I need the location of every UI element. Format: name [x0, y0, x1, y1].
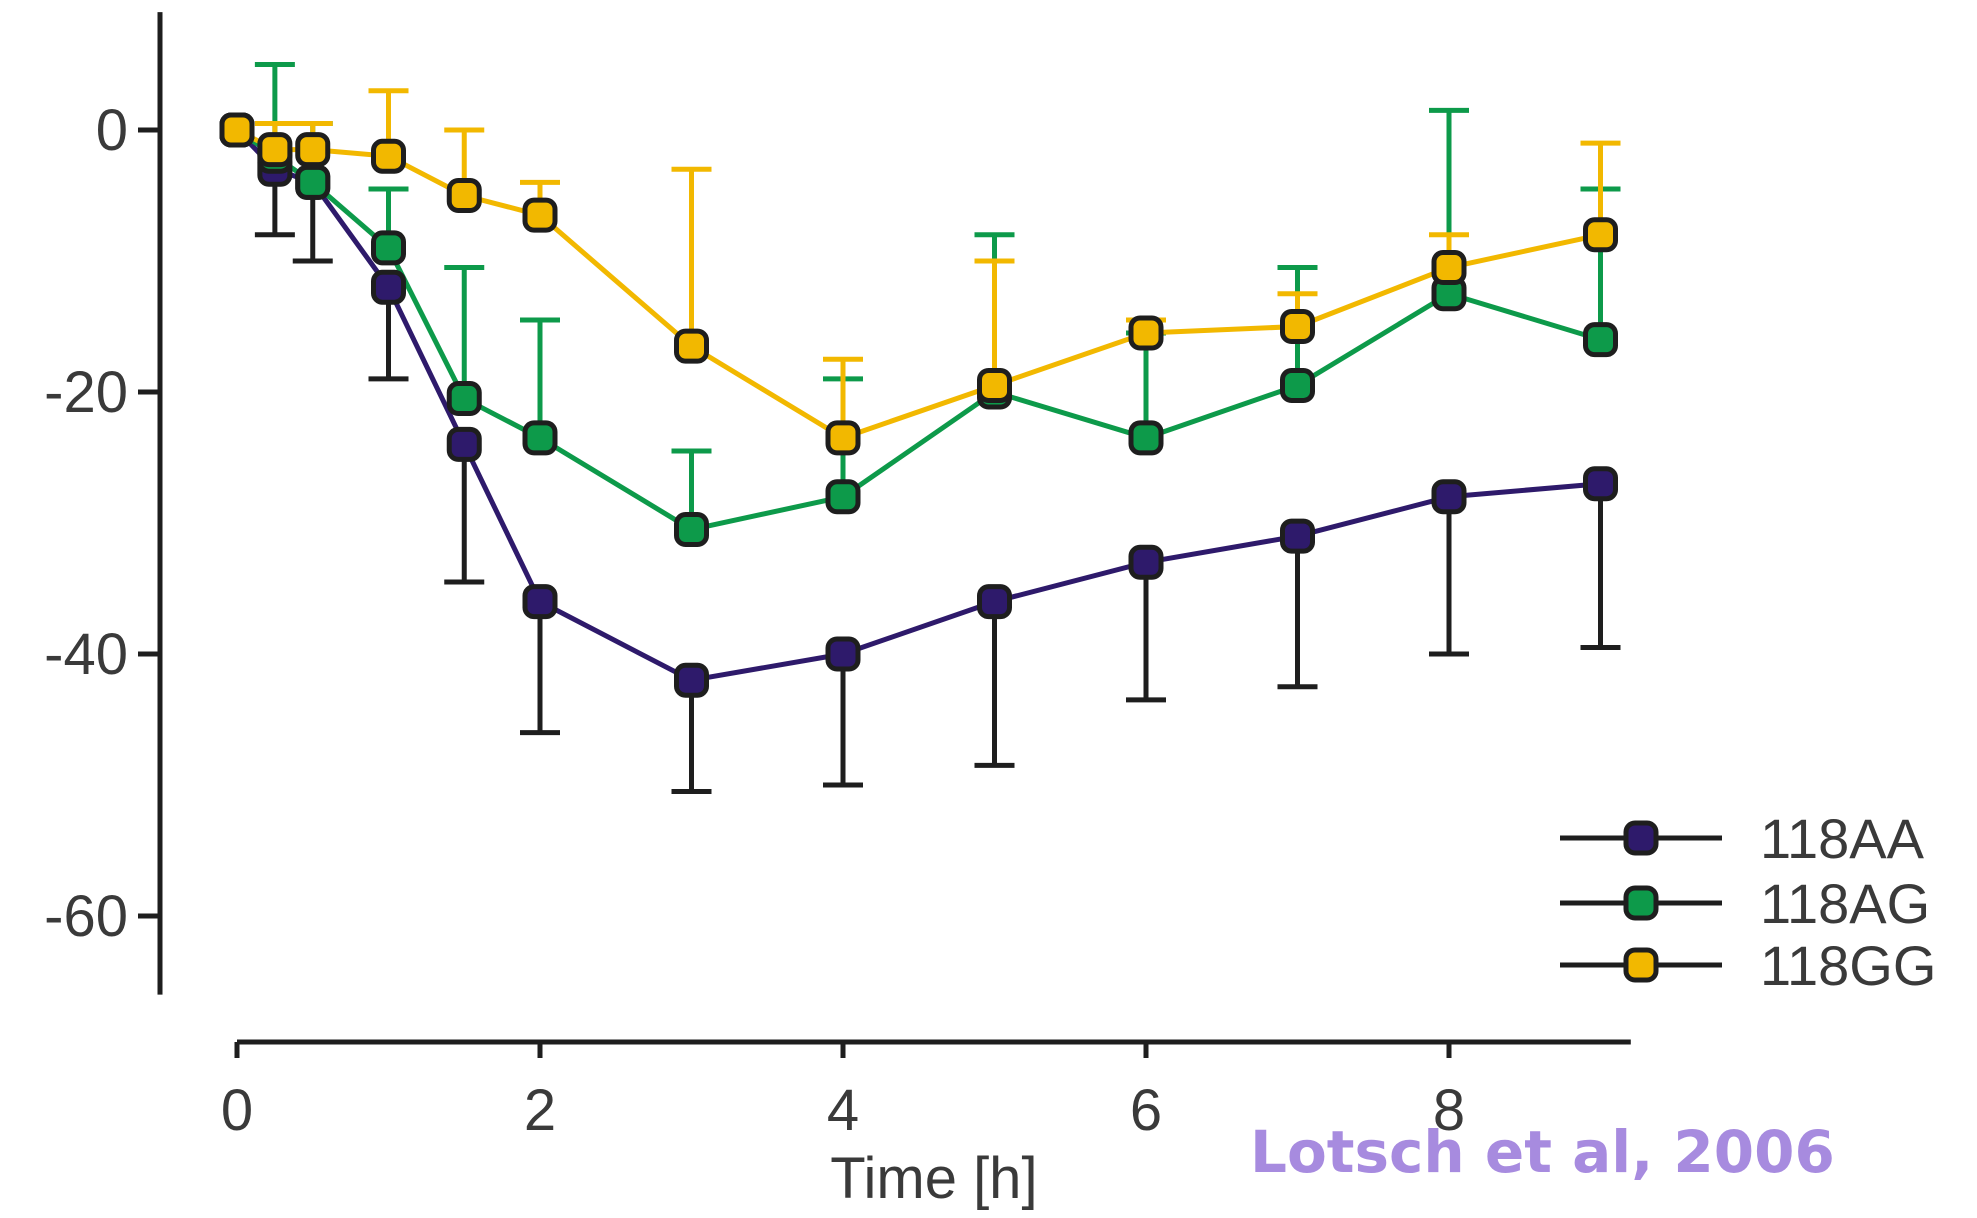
y-tick-label: -60 — [44, 884, 128, 949]
legend-label: 118AA — [1760, 807, 1925, 870]
data-point — [371, 138, 406, 174]
data-point — [825, 420, 861, 456]
series-lines — [235, 127, 1602, 683]
data-point — [446, 178, 482, 213]
data-point — [1583, 466, 1618, 502]
data-point — [977, 584, 1012, 620]
legend-marker — [1623, 885, 1659, 921]
series-line-118AA — [235, 128, 1601, 683]
citation-text: Lotsch et al, 2006 — [1250, 1118, 1835, 1186]
axes: 0 -20 -40 -60 0 2 4 6 8 — [44, 12, 1631, 1143]
x-tick-label: 8 — [1433, 1078, 1465, 1143]
data-point — [371, 230, 406, 266]
y-tick-label: -40 — [44, 622, 128, 687]
y-tick-label: -20 — [44, 360, 128, 425]
data-point — [825, 636, 861, 672]
series-markers — [219, 112, 1618, 698]
data-point — [1280, 309, 1315, 344]
data-point — [219, 112, 255, 148]
data-point — [674, 662, 709, 698]
x-tick-label: 6 — [1130, 1078, 1162, 1143]
data-point — [295, 132, 331, 168]
legend-label: 118GG — [1760, 934, 1936, 997]
data-point — [1431, 479, 1467, 515]
data-point — [257, 132, 293, 168]
x-tick-label: 4 — [827, 1078, 859, 1143]
data-point — [1583, 322, 1618, 358]
data-point — [977, 367, 1012, 403]
data-point — [674, 512, 709, 548]
data-point — [522, 420, 558, 456]
legend-marker — [1623, 947, 1659, 983]
data-point — [1128, 544, 1164, 580]
x-axis-label: Time [h] — [830, 1146, 1037, 1211]
data-point — [371, 269, 406, 305]
y-tick-label: 0 — [96, 98, 128, 163]
data-point — [1431, 250, 1467, 286]
x-tick-label: 2 — [524, 1078, 556, 1143]
data-point — [522, 584, 558, 620]
series-line-118AG — [235, 127, 1602, 533]
data-point — [1128, 420, 1164, 456]
legend-label: 118AG — [1760, 872, 1930, 935]
data-point — [1128, 315, 1164, 351]
legend-marker — [1623, 820, 1659, 856]
x-tick-label: 0 — [221, 1078, 253, 1143]
data-point — [674, 328, 709, 364]
data-point — [446, 426, 482, 462]
data-point — [825, 479, 861, 515]
data-point — [522, 197, 558, 233]
data-point — [1583, 217, 1618, 253]
data-point — [1280, 518, 1315, 554]
data-point — [295, 164, 331, 200]
data-point — [1280, 367, 1315, 403]
data-point — [446, 381, 482, 417]
